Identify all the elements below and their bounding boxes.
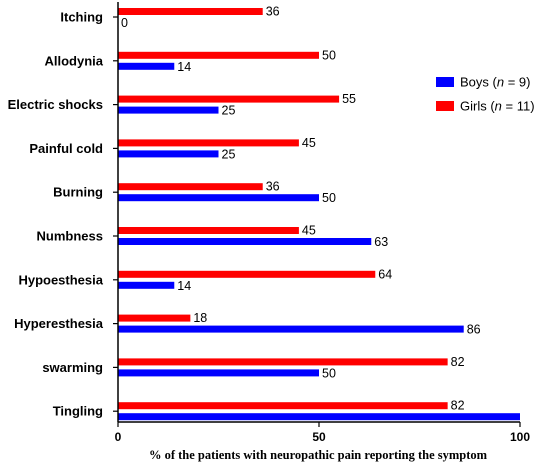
bar-boys-numbness (118, 238, 372, 245)
category-label-electric-shocks: Electric shocks (8, 97, 103, 112)
value-label-boys-burning: 50 (322, 191, 336, 205)
axes-group: 0 50 100 (113, 2, 530, 444)
value-label-girls-tingling: 82 (451, 399, 465, 413)
value-label-girls-numbness: 45 (302, 224, 316, 238)
value-label-boys-painful-cold: 25 (222, 147, 236, 161)
bars-group (118, 8, 520, 421)
category-label-hypoesthesia: Hypoesthesia (18, 272, 103, 287)
bar-girls-burning (118, 183, 263, 191)
category-label-painful-cold: Painful cold (29, 141, 103, 156)
legend-swatch-boys (436, 77, 454, 87)
value-label-boys-allodynia: 14 (177, 60, 191, 74)
bar-boys-allodynia (118, 62, 175, 70)
category-label-swarming: swarming (42, 360, 103, 375)
x-tick-label-100: 100 (510, 430, 530, 444)
labels-group: Itching 36 0 Allodynia 50 14 Electric shocks 55… (8, 5, 481, 419)
legend-label-boys: Boys (n = 9) (460, 75, 530, 90)
bar-girls-hyperesthesia (118, 314, 191, 322)
value-label-girls-allodynia: 50 (322, 48, 336, 62)
legend-swatch-girls (436, 101, 454, 111)
value-label-girls-burning: 36 (266, 180, 280, 194)
x-axis-title: % of the patients with neuropathic pain … (149, 448, 488, 462)
category-label-tingling: Tingling (53, 404, 103, 419)
value-label-girls-itching: 36 (266, 5, 280, 19)
bar-girls-tingling (118, 402, 448, 410)
bar-girls-electric-shocks (118, 95, 340, 103)
value-label-girls-electric-shocks: 55 (342, 92, 356, 106)
value-label-girls-hyperesthesia: 18 (193, 311, 207, 325)
value-label-boys-swarming: 50 (322, 366, 336, 380)
category-label-burning: Burning (53, 185, 103, 200)
bar-boys-burning (118, 194, 319, 202)
x-tick-label-0: 0 (115, 430, 122, 444)
bar-boys-swarming (118, 369, 319, 377)
category-label-allodynia: Allodynia (44, 53, 103, 68)
category-label-itching: Itching (60, 10, 103, 25)
category-label-hyperesthesia: Hyperesthesia (14, 316, 104, 331)
value-label-boys-electric-shocks: 25 (222, 104, 236, 118)
bar-girls-hypoesthesia (118, 270, 376, 278)
value-label-boys-itching: 0 (121, 16, 128, 30)
legend-label-girls: Girls (n = 11) (460, 99, 535, 114)
bar-boys-hyperesthesia (118, 325, 464, 333)
bar-girls-swarming (118, 358, 448, 366)
legend: Boys (n = 9) Girls (n = 11) (436, 75, 535, 114)
value-label-girls-painful-cold: 45 (302, 136, 316, 150)
value-label-girls-swarming: 82 (451, 355, 465, 369)
bar-boys-painful-cold (118, 150, 219, 158)
bar-boys-electric-shocks (118, 106, 219, 114)
value-label-girls-hypoesthesia: 64 (378, 267, 392, 281)
bar-boys-tingling (118, 413, 520, 421)
bar-girls-numbness (118, 227, 299, 234)
bar-girls-allodynia (118, 51, 319, 59)
bar-girls-itching (118, 8, 263, 15)
x-tick-label-50: 50 (312, 430, 326, 444)
value-label-boys-hypoesthesia: 14 (177, 279, 191, 293)
value-label-boys-numbness: 63 (374, 235, 388, 249)
category-label-numbness: Numbness (37, 229, 103, 244)
value-label-boys-hyperesthesia: 86 (467, 323, 481, 337)
bar-boys-hypoesthesia (118, 281, 175, 289)
bar-girls-painful-cold (118, 139, 299, 147)
